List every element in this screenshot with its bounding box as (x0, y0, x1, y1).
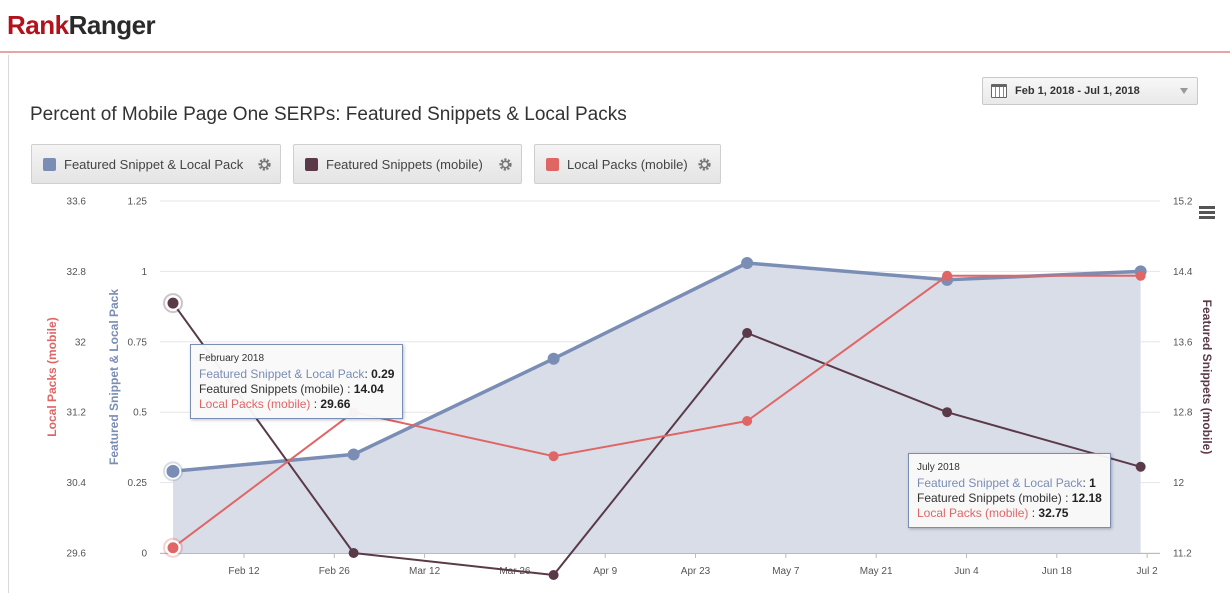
x-tick-label: May 21 (860, 566, 893, 577)
data-point-featured-snippets-mobile (348, 548, 359, 558)
x-tick-label: Apr 9 (593, 566, 617, 577)
tooltip-value: 29.66 (320, 397, 351, 411)
data-point-featured-snippet-local-pack (164, 462, 182, 480)
tooltip-label: Local Packs (mobile) (917, 506, 1029, 520)
gear-icon[interactable] (498, 157, 513, 172)
legend-local-packs-mobile[interactable]: Local Packs (mobile) (534, 144, 721, 184)
x-tick-label: Jun 4 (954, 566, 979, 577)
tooltip-header: February 2018 (199, 353, 265, 364)
date-range-picker[interactable]: Feb 1, 2018 - Jul 1, 2018 (982, 77, 1198, 105)
x-tick-label: May 7 (772, 566, 800, 577)
chart-title: Percent of Mobile Page One SERPs: Featur… (30, 104, 627, 125)
tooltip-row: Featured Snippets (mobile) : 14.04 (199, 382, 384, 396)
tooltip-july: July 2018 Featured Snippet & Local Pack:… (908, 453, 1111, 528)
tooltip-label: Featured Snippets (mobile) (199, 382, 344, 396)
hover-ring-local-packs-mobile (163, 537, 183, 558)
legend-label: Featured Snippets (mobile) (326, 156, 483, 172)
y-tick-label-left-inner: 0.5 (133, 408, 147, 419)
tooltip-row: Featured Snippets (mobile) : 12.18 (917, 491, 1102, 505)
tooltip-row: Featured Snippet & Local Pack: 1 (917, 476, 1096, 490)
tooltip-header: July 2018 (917, 462, 960, 473)
y-axis-title-featured-snippet-local-pack: Featured Snippet & Local Pack (107, 289, 121, 465)
y-tick-label-left-outer: 32 (75, 337, 87, 348)
legend-label: Local Packs (mobile) (567, 156, 688, 172)
data-point-featured-snippets-mobile (942, 407, 953, 418)
y-tick-label-left-inner: 1.25 (128, 197, 148, 208)
y-tick-label-right: 12 (1173, 478, 1185, 489)
x-tick-label: Feb 12 (228, 566, 260, 577)
hover-ring-featured-snippets-mobile (163, 293, 183, 314)
x-tick-label: Feb 26 (319, 566, 351, 577)
legend-swatch (43, 157, 56, 171)
logo-rank: Rank (7, 10, 69, 40)
gear-icon[interactable] (257, 157, 272, 172)
tooltip-row: Local Packs (mobile) : 32.75 (917, 506, 1069, 520)
left-divider (8, 55, 9, 593)
date-range-label: Feb 1, 2018 - Jul 1, 2018 (1015, 85, 1140, 97)
y-tick-label-left-inner: 0 (141, 549, 147, 560)
data-point-featured-snippets-mobile (165, 295, 181, 311)
series-line-local-packs-mobile (172, 274, 1141, 549)
logo-ranger: Ranger (68, 10, 156, 40)
y-axis-title-local-packs: Local Packs (mobile) (45, 317, 59, 436)
rank-ranger-logo[interactable]: RankRanger (7, 10, 156, 41)
x-tick-label: Jul 2 (1137, 566, 1159, 577)
data-point-local-packs-mobile (742, 416, 753, 426)
calendar-icon (991, 84, 1007, 98)
hover-ring-featured-snippet-local-pack (163, 461, 183, 482)
tooltip-label: Featured Snippet & Local Pack (199, 367, 365, 381)
data-point-local-packs-mobile (165, 540, 181, 556)
x-tick-label: Apr 23 (681, 566, 711, 577)
legend-swatch (546, 157, 559, 171)
y-tick-label-left-outer: 31.2 (67, 408, 87, 419)
series-line-featured-snippets-mobile (172, 302, 1141, 576)
tooltip-february: February 2018 Featured Snippet & Local P… (190, 344, 404, 419)
data-point-featured-snippet-local-pack (741, 256, 754, 269)
x-tick-label: Jun 18 (1042, 566, 1072, 577)
series-area-featured-snippet-local-pack (173, 263, 1141, 553)
tooltip-row: Featured Snippet & Local Pack: 0.29 (199, 367, 395, 381)
y-tick-label-right: 13.6 (1173, 337, 1193, 348)
tooltip-value: 0.29 (371, 367, 395, 381)
y-tick-label-left-outer: 29.6 (67, 549, 87, 560)
top-bar: RankRanger (0, 0, 1230, 53)
data-point-local-packs-mobile (942, 270, 953, 281)
y-axis-title-featured-snippets: Featured Snippets (mobile) (1200, 300, 1214, 455)
series-line-featured-snippet-local-pack (172, 261, 1141, 474)
data-point-local-packs-mobile (1135, 270, 1146, 281)
tooltip-value: 1 (1089, 476, 1096, 490)
data-point-featured-snippets-mobile (1135, 461, 1146, 472)
data-point-featured-snippet-local-pack (347, 448, 360, 461)
legend-label: Featured Snippet & Local Pack (64, 156, 244, 172)
chart-menu-icon[interactable] (1199, 206, 1215, 220)
x-tick-label: Mar 12 (409, 566, 441, 577)
data-point-featured-snippets-mobile (742, 328, 753, 338)
data-point-featured-snippet-local-pack (547, 352, 560, 365)
y-tick-label-left-inner: 1 (141, 267, 147, 278)
tooltip-value: 14.04 (353, 382, 384, 396)
y-tick-label-right: 14.4 (1173, 267, 1193, 278)
tooltip-label: Featured Snippet & Local Pack (917, 476, 1083, 490)
y-tick-label-left-outer: 32.8 (67, 267, 87, 278)
y-tick-label-right: 12.8 (1173, 408, 1193, 419)
tooltip-value: 12.18 (1071, 491, 1102, 505)
y-tick-label-left-outer: 33.6 (67, 197, 87, 208)
tooltip-label: Featured Snippets (mobile) (917, 491, 1062, 505)
legend-featured-snippets-mobile[interactable]: Featured Snippets (mobile) (293, 144, 522, 184)
y-tick-label-right: 15.2 (1173, 197, 1193, 208)
chevron-down-icon (1180, 88, 1188, 94)
legend-swatch (305, 157, 318, 171)
legend-featured-snippet-local-pack[interactable]: Featured Snippet & Local Pack (31, 144, 281, 184)
y-tick-label-left-inner: 0.75 (128, 337, 148, 348)
y-tick-label-left-inner: 0.25 (128, 478, 148, 489)
tooltip-label: Local Packs (mobile) (199, 397, 311, 411)
y-tick-label-left-outer: 30.4 (67, 478, 87, 489)
tooltip-value: 32.75 (1038, 506, 1069, 520)
gear-icon[interactable] (697, 157, 712, 172)
data-point-local-packs-mobile (548, 451, 559, 462)
tooltip-row: Local Packs (mobile) : 29.66 (199, 397, 351, 411)
y-tick-label-right: 11.2 (1173, 549, 1192, 560)
data-point-featured-snippets-mobile (548, 570, 559, 580)
